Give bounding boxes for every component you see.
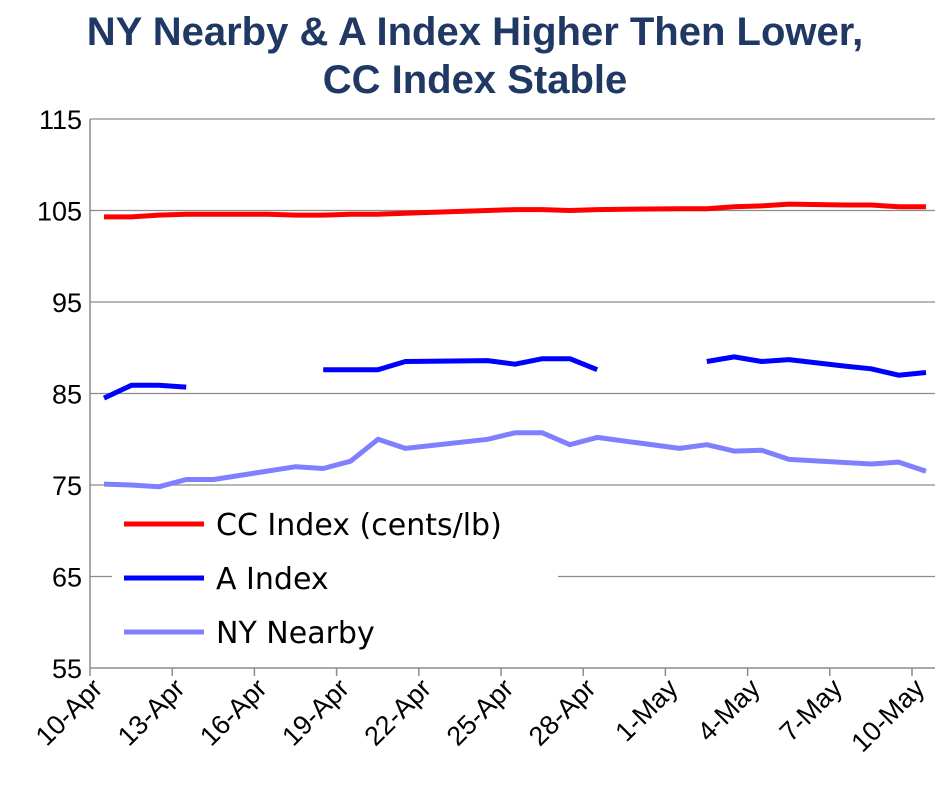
series-a-index: [102, 354, 927, 401]
x-tick-label: 1-May: [609, 673, 684, 748]
x-tick-label: 22-Apr: [359, 673, 438, 752]
series-line-segment: [103, 430, 927, 490]
series-line-segment: [323, 356, 599, 373]
chart-title: NY Nearby & A Index Higher Then Lower, C…: [0, 8, 950, 104]
x-tick-label: 16-Apr: [194, 673, 273, 752]
legend-label: CC Index (cents/lb): [216, 508, 502, 543]
x-tick-label: 19-Apr: [276, 673, 355, 752]
x-tick-label: 10-May: [845, 673, 930, 758]
x-tick-label: 7-May: [774, 673, 849, 748]
y-tick-label: 105: [37, 197, 82, 227]
legend-label: A Index: [216, 562, 329, 597]
axes: [89, 119, 935, 676]
x-tick-label: 4-May: [692, 673, 767, 748]
y-tick-label: 115: [39, 105, 82, 135]
data-series: [102, 201, 927, 490]
x-tick-label: 10-Apr: [30, 673, 109, 752]
x-tick-label: 25-Apr: [441, 673, 520, 752]
y-tick-label: 95: [52, 288, 82, 318]
chart-title-line-2: CC Index Stable: [322, 58, 628, 102]
chart-title-line-1: NY Nearby & A Index Higher Then Lower,: [86, 10, 864, 54]
y-tick-label: 65: [52, 563, 82, 593]
x-tick-label: 28-Apr: [523, 673, 602, 752]
series-line-segment: [104, 201, 926, 220]
y-tick-label: 55: [52, 654, 82, 684]
series-line-segment: [706, 354, 927, 378]
x-tick-label: 13-Apr: [112, 673, 191, 752]
legend-label: NY Nearby: [216, 616, 375, 651]
x-axis-tick-labels: 10-Apr 13-Apr 16-Apr 19-Apr 22-Apr 25-Apr 28-A…: [30, 673, 931, 758]
legend: CC Index (cents/lb) A Index NY Nearby: [112, 500, 558, 662]
legend-background: [112, 500, 558, 662]
series-line-segment: [102, 382, 187, 401]
y-tick-label: 85: [52, 380, 82, 410]
series-cc-index-cents-lb: [104, 201, 926, 220]
y-tick-label: 75: [52, 471, 82, 501]
y-axis-tick-labels: 115 105 95 85 75 65 55: [37, 105, 82, 684]
series-ny-nearby: [103, 430, 927, 490]
